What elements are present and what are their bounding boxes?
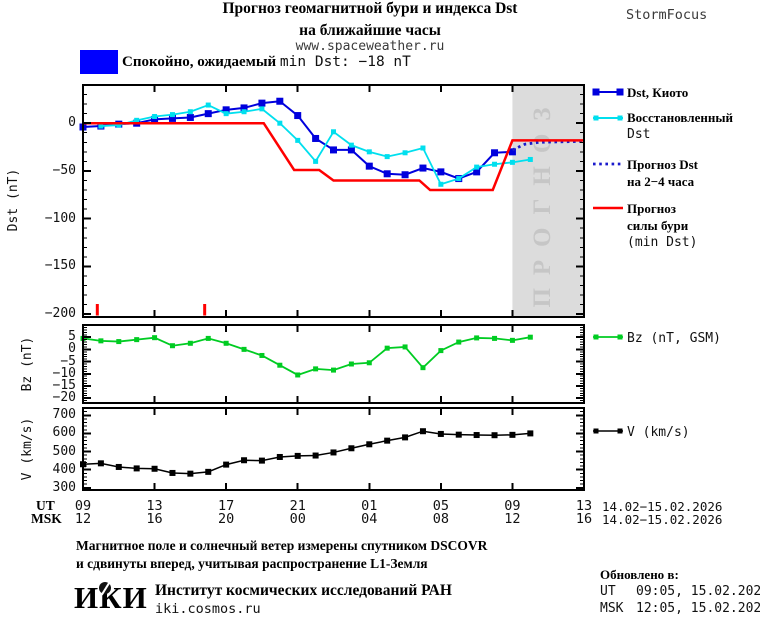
dst-ytick-label: −150	[44, 258, 76, 274]
legend-marker-dst-kyoto	[592, 88, 624, 96]
msk-hour-label: 16	[146, 511, 163, 527]
legend-storm-forecast-line3: (min Dst)	[627, 235, 698, 250]
iki-logo: ИКИ	[74, 580, 148, 615]
msk-hour-label: 04	[361, 511, 378, 527]
ut-hour-label: 13	[575, 498, 593, 514]
msk-hour-label: 12	[504, 511, 521, 527]
data-source-note-line2: и сдвинуты вперед, учитывая распростране…	[76, 556, 428, 571]
ut-hour-label: 13	[146, 498, 163, 514]
institute-name: Институт космических исследований РАН	[155, 582, 452, 599]
forecast-region-label: ПРОГНОЗ	[529, 94, 556, 307]
ut-row-header: UT	[36, 498, 55, 513]
ut-hour-label: 09	[74, 498, 92, 514]
ut-hour-label: 21	[289, 498, 306, 514]
series-V (km/s)	[82, 430, 531, 475]
updated-ut-line: UT 09:05, 15.02.2026	[600, 584, 760, 599]
site-url: www.spaceweather.ru	[295, 39, 445, 54]
updated-msk-value: 12:05, 15.02.2026	[636, 601, 760, 616]
dst-ytick-label: −200	[44, 306, 76, 322]
forecast-region	[512, 85, 584, 317]
status-text-label: Спокойно, ожидаемый	[122, 54, 280, 70]
legend-v: V (km/s)	[627, 425, 690, 440]
status-min-dst-value: min Dst: −18 nT	[279, 54, 411, 70]
legend-forecast-dst-line1: Прогноз Dst	[627, 157, 698, 172]
page-title-line1: Прогноз геомагнитной бури и индекса Dst	[222, 0, 518, 17]
legend-storm-forecast-line2: силы бури	[627, 218, 689, 233]
series-Прогноз Dst на 2−4 часа	[511, 139, 585, 152]
updated-at-label: Обновлено в:	[600, 567, 679, 582]
updated-ut-key: UT	[600, 584, 616, 599]
bz-ytick-label: −10	[52, 365, 76, 381]
bz-ytick-label: −15	[52, 377, 76, 393]
bz-ytick-label: −20	[52, 390, 76, 406]
series-Bz (nT, GSM)	[82, 336, 531, 376]
legend-forecast-dst-line2: на 2−4 часа	[627, 174, 695, 189]
status-line: Спокойно, ожидаемый min Dst: −18 nT	[122, 54, 411, 71]
legend-restored-dst-line1: Восстановленный	[627, 110, 733, 125]
page-title-line2: на ближайшие часы	[299, 22, 441, 39]
institute-site: iki.cosmos.ru	[155, 601, 261, 617]
v-ytick-label: 600	[52, 425, 76, 441]
dst-axis-label: Dst (nT)	[6, 168, 21, 232]
ut-date-range: 14.02−15.02.2026	[602, 499, 723, 514]
ut-hour-label: 17	[218, 498, 235, 514]
series-Восстановленный Dst	[100, 104, 531, 186]
msk-date-range: 14.02−15.02.2026	[602, 512, 723, 527]
dst-ytick-label: 0	[68, 115, 76, 131]
updated-msk-key: MSK	[600, 601, 624, 616]
bz-ytick-label: 0	[68, 341, 76, 357]
ut-hour-label: 09	[504, 498, 521, 514]
ut-hour-label: 05	[432, 498, 449, 514]
msk-hour-label: 12	[74, 511, 92, 527]
msk-hour-label: 08	[432, 511, 449, 527]
bz-chart	[80, 324, 585, 404]
legend-marker-bz	[593, 334, 623, 340]
legend-restored-dst-line2: Dst	[627, 127, 651, 142]
updated-ut-value: 09:05, 15.02.2026	[636, 584, 760, 599]
msk-hour-label: 00	[289, 511, 306, 527]
legend-bz: Bz (nT, GSM)	[627, 331, 721, 346]
msk-hour-label: 20	[218, 511, 235, 527]
ut-hour-label: 01	[361, 498, 378, 514]
data-source-note-line1: Магнитное поле и солнечный ветер измерен…	[76, 538, 488, 553]
dst-chart: ПРОГНОЗ	[79, 84, 585, 318]
legend-storm-forecast-line1: Прогноз	[627, 201, 676, 216]
legend-marker-v	[593, 428, 623, 434]
msk-row-header: MSK	[31, 511, 62, 526]
brand-stormfocus: StormFocus	[626, 7, 708, 23]
updated-msk-line: MSK 12:05, 15.02.2026	[600, 601, 760, 616]
legend-dst-kyoto: Dst, Киото	[627, 85, 689, 100]
series-Прогноз силы бури (min Dst)	[83, 121, 584, 192]
v-ytick-label: 700	[52, 407, 76, 423]
legend-marker-restored-dst	[593, 115, 623, 121]
bz-ytick-label: 5	[68, 329, 76, 345]
v-ytick-label: 300	[52, 479, 76, 495]
storm-level-swatch	[80, 50, 118, 74]
dst-ytick-label: −100	[44, 210, 76, 226]
dst-ytick-label: −50	[52, 162, 76, 178]
msk-hour-label: 16	[575, 511, 593, 527]
v-chart	[80, 407, 585, 491]
v-ytick-label: 500	[52, 443, 76, 459]
iki-logo-dot-icon	[99, 582, 111, 594]
v-ytick-label: 400	[52, 461, 76, 477]
bz-ytick-label: −5	[60, 353, 76, 369]
